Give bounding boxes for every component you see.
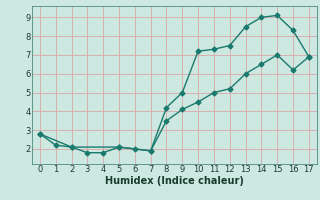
X-axis label: Humidex (Indice chaleur): Humidex (Indice chaleur) bbox=[105, 176, 244, 186]
